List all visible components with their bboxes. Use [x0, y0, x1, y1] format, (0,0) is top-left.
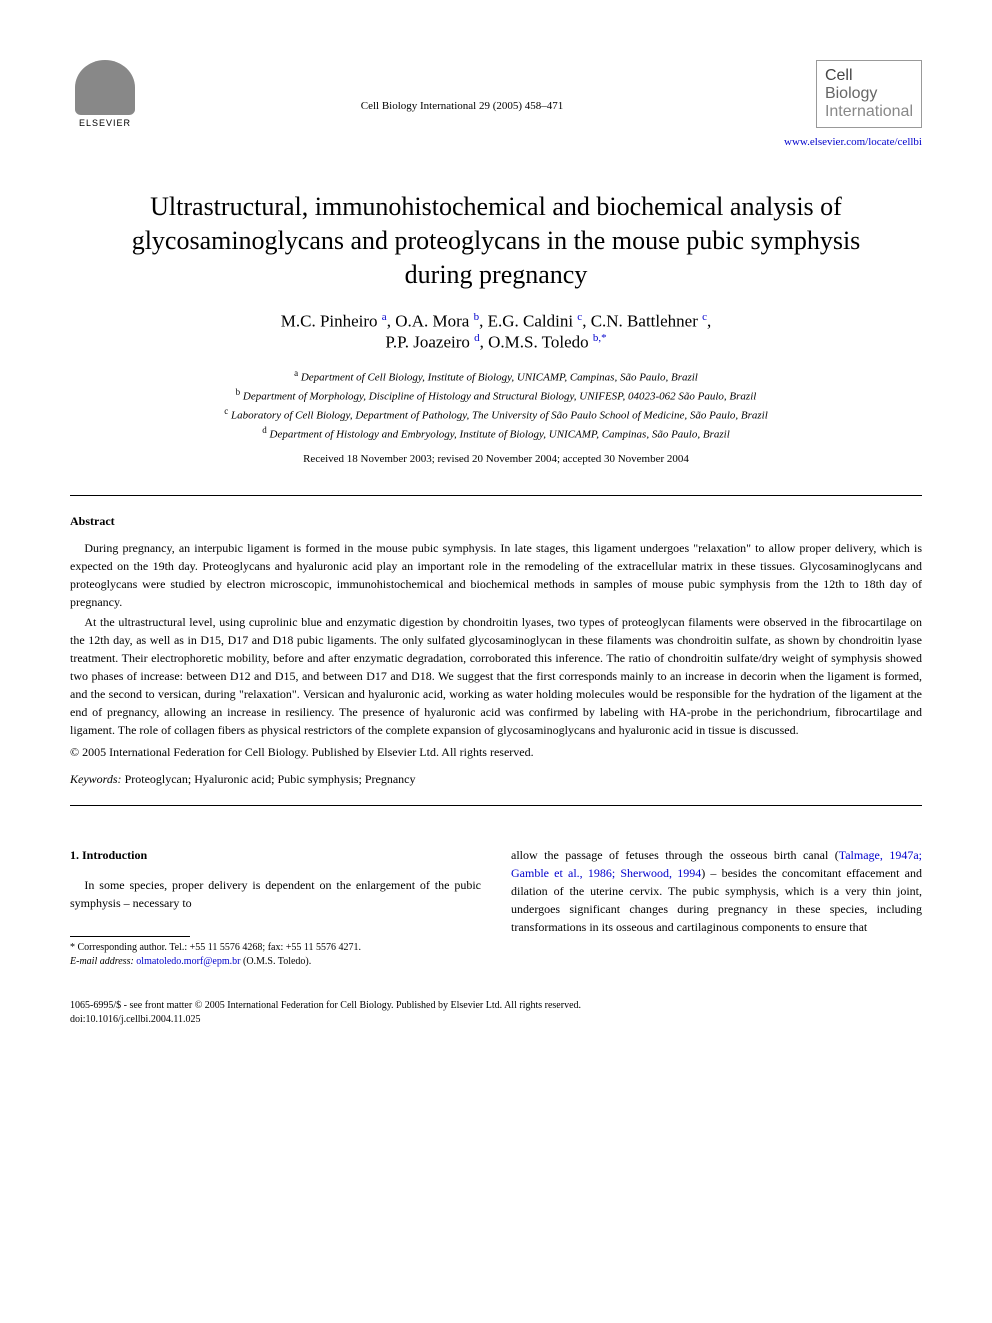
footer-info: 1065-6995/$ - see front matter © 2005 In…	[70, 999, 922, 1027]
footer-doi: doi:10.1016/j.cellbi.2004.11.025	[70, 1013, 922, 1027]
affiliation-a: a Department of Cell Biology, Institute …	[70, 367, 922, 386]
section-1-col2-p1: allow the passage of fetuses through the…	[511, 846, 922, 936]
email-line: E-mail address: olmatoledo.morf@epm.br (…	[70, 955, 481, 969]
journal-url-link[interactable]: www.elsevier.com/locate/cellbi	[784, 136, 922, 148]
rule-before-abstract	[70, 495, 922, 496]
author-5: P.P. Joazeiro	[385, 333, 474, 352]
column-right: allow the passage of fetuses through the…	[511, 846, 922, 969]
affiliation-d: d Department of Histology and Embryology…	[70, 424, 922, 443]
email-link[interactable]: olmatoledo.morf@epm.br	[136, 956, 240, 967]
abstract-heading: Abstract	[70, 514, 922, 529]
section-1-heading: 1. Introduction	[70, 846, 481, 864]
affiliation-b: b Department of Morphology, Discipline o…	[70, 386, 922, 405]
journal-logo-block: Cell Biology International www.elsevier.…	[784, 60, 922, 150]
keywords-label: Keywords:	[70, 772, 122, 786]
rule-after-keywords	[70, 805, 922, 806]
abstract-p2: At the ultrastructural level, using cupr…	[70, 613, 922, 739]
affiliation-d-text: Department of Histology and Embryology, …	[270, 429, 730, 441]
author-6-sup[interactable]: b,*	[593, 332, 607, 344]
article-dates: Received 18 November 2003; revised 20 No…	[70, 453, 922, 465]
column-left: 1. Introduction In some species, proper …	[70, 846, 481, 969]
author-1: M.C. Pinheiro	[281, 312, 382, 331]
affiliation-c: c Laboratory of Cell Biology, Department…	[70, 405, 922, 424]
author-sep4: ,	[707, 312, 711, 331]
article-title: Ultrastructural, immunohistochemical and…	[110, 190, 882, 291]
email-label: E-mail address:	[70, 956, 134, 967]
body-columns: 1. Introduction In some species, proper …	[70, 846, 922, 969]
publisher-logo: ELSEVIER	[70, 60, 140, 140]
affiliation-c-text: Laboratory of Cell Biology, Department o…	[231, 410, 768, 422]
corresponding-author-line: * Corresponding author. Tel.: +55 11 557…	[70, 941, 481, 955]
author-2: , O.A. Mora	[387, 312, 474, 331]
affiliation-a-text: Department of Cell Biology, Institute of…	[301, 371, 698, 383]
journal-name-line2: Biology	[825, 85, 913, 103]
footer-copyright: 1065-6995/$ - see front matter © 2005 In…	[70, 999, 922, 1013]
email-suffix: (O.M.S. Toledo).	[240, 956, 311, 967]
author-3: , E.G. Caldini	[479, 312, 577, 331]
keywords-line: Keywords: Proteoglycan; Hyaluronic acid;…	[70, 772, 922, 787]
journal-name-line1: Cell	[825, 67, 913, 85]
affiliation-b-text: Department of Morphology, Discipline of …	[243, 391, 756, 403]
abstract-body: During pregnancy, an interpubic ligament…	[70, 539, 922, 739]
footnote-rule	[70, 936, 190, 937]
affiliations-block: a Department of Cell Biology, Institute …	[70, 367, 922, 444]
authors-block: M.C. Pinheiro a, O.A. Mora b, E.G. Caldi…	[70, 311, 922, 352]
abstract-copyright: © 2005 International Federation for Cell…	[70, 745, 922, 760]
journal-reference: Cell Biology International 29 (2005) 458…	[140, 60, 784, 112]
col2-p1-pre: allow the passage of fetuses through the…	[511, 848, 839, 862]
header-row: ELSEVIER Cell Biology International 29 (…	[70, 60, 922, 150]
section-1-col1-p1: In some species, proper delivery is depe…	[70, 876, 481, 912]
corresponding-author-footnote: * Corresponding author. Tel.: +55 11 557…	[70, 941, 481, 969]
elsevier-tree-icon	[75, 60, 135, 115]
abstract-p1: During pregnancy, an interpubic ligament…	[70, 539, 922, 611]
keywords-text: Proteoglycan; Hyaluronic acid; Pubic sym…	[122, 772, 416, 786]
author-6: , O.M.S. Toledo	[480, 333, 593, 352]
publisher-name: ELSEVIER	[79, 118, 131, 128]
journal-name-line3: International	[825, 103, 913, 121]
journal-logo-box: Cell Biology International	[816, 60, 922, 128]
author-4: , C.N. Battlehner	[582, 312, 702, 331]
